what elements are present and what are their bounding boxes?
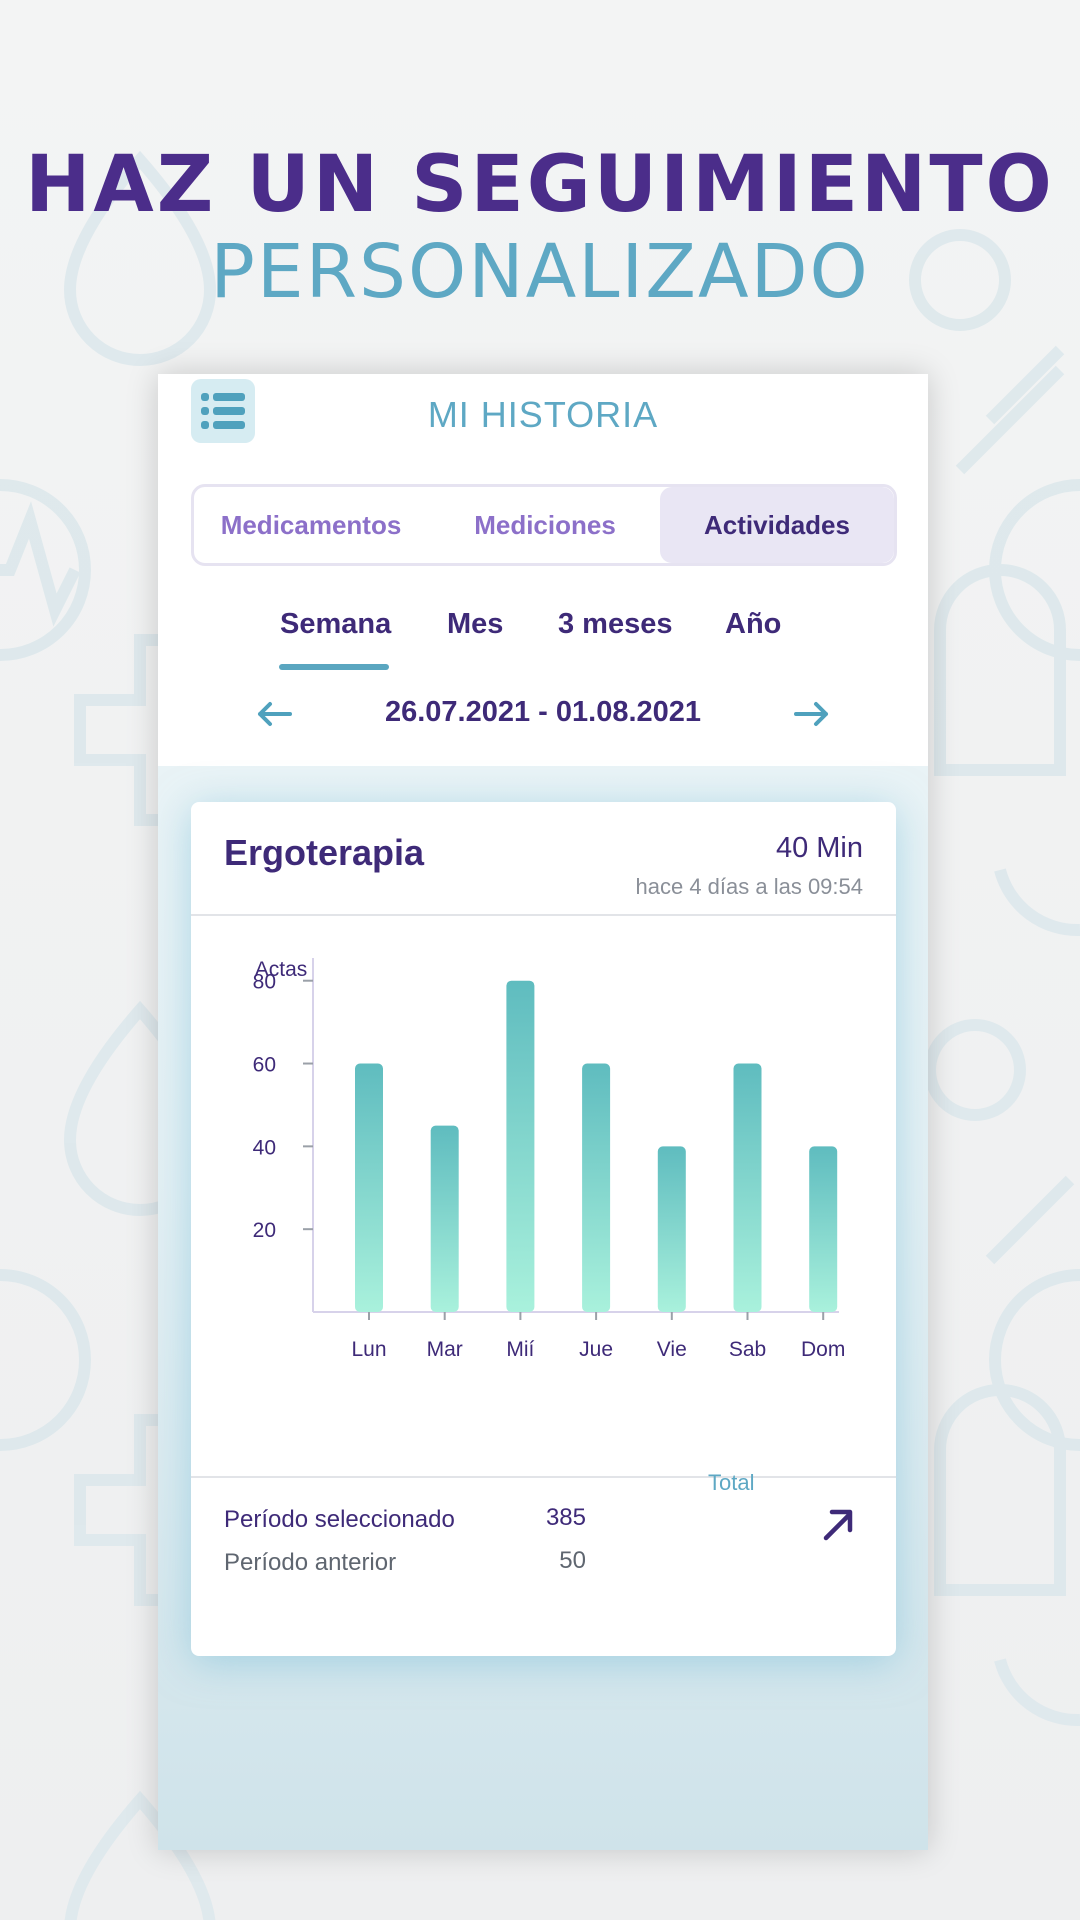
tab-mediciones[interactable]: Mediciones <box>474 510 616 540</box>
menu-button[interactable] <box>191 379 255 443</box>
bar-mar <box>430 1125 459 1312</box>
bar-lun <box>355 1063 383 1312</box>
activity-duration: 40 Min <box>775 832 863 864</box>
period-3-meses[interactable]: 3 meses <box>558 608 673 640</box>
activity-card: Ergoterapia 40 Min hace 4 días a las 09:… <box>191 802 896 1656</box>
list-icon <box>201 393 245 429</box>
headline: HAZ UN SEGUIMIENTO PERSONALIZADO <box>0 140 1080 314</box>
x-tick-label: Jue <box>579 1338 613 1360</box>
app-title: MI HISTORIA <box>427 394 659 435</box>
y-tick-label: 80 <box>253 971 276 994</box>
bar-vie <box>657 1146 686 1312</box>
header-panel: MI HISTORIA Medicamentos Mediciones Acti… <box>158 374 928 766</box>
summary-previous-value: 50 <box>559 1547 586 1574</box>
summary-selected-value: 385 <box>545 1504 586 1531</box>
tab-actividades[interactable]: Actividades <box>660 487 894 563</box>
bar-dom <box>809 1146 838 1312</box>
bar-jue <box>582 1063 611 1312</box>
bar-mií <box>506 980 535 1312</box>
activity-last-time: hace 4 días a las 09:54 <box>635 874 864 899</box>
period-mes[interactable]: Mes <box>447 608 504 640</box>
phone-screen: MI HISTORIA Medicamentos Mediciones Acti… <box>158 374 928 1850</box>
summary-selected-label: Período seleccionado <box>224 1506 455 1533</box>
period-semana[interactable]: Semana <box>280 608 392 640</box>
category-tabs: Medicamentos Mediciones Actividades <box>191 484 897 566</box>
x-tick-label: Lun <box>351 1338 386 1360</box>
x-tick-label: Sab <box>729 1338 766 1360</box>
y-tick-label: 40 <box>253 1136 276 1159</box>
arrow-right-icon[interactable] <box>792 694 832 734</box>
summary-total-label: Total <box>708 1470 755 1495</box>
y-axis-label: Actas <box>255 958 308 981</box>
bar-chart: Actas 20 40 60 80 Lun Mar Mií Jue Vie Sab Dom <box>253 958 845 1360</box>
bar-sab <box>733 1063 762 1312</box>
y-tick-label: 20 <box>253 1219 276 1242</box>
headline-line-2: PERSONALIZADO <box>210 229 870 315</box>
card-divider-bottom <box>191 1476 896 1478</box>
period-ano[interactable]: Año <box>725 608 782 640</box>
summary-previous-label: Período anterior <box>224 1549 397 1576</box>
headline-line-1: HAZ UN SEGUIMIENTO <box>25 140 1055 230</box>
arrow-left-icon[interactable] <box>254 694 294 734</box>
y-tick-label: 60 <box>253 1054 276 1077</box>
x-tick-label: Mií <box>506 1338 534 1360</box>
x-tick-label: Vie <box>657 1338 687 1360</box>
arrow-up-right-icon <box>823 1509 853 1541</box>
activity-title: Ergoterapia <box>224 832 425 873</box>
x-tick-label: Mar <box>427 1338 463 1360</box>
tab-medicamentos[interactable]: Medicamentos <box>220 510 402 540</box>
period-underline <box>279 664 389 670</box>
date-range: 26.07.2021 - 01.08.2021 <box>384 696 702 728</box>
x-tick-label: Dom <box>801 1338 845 1360</box>
card-divider-top <box>191 914 896 916</box>
